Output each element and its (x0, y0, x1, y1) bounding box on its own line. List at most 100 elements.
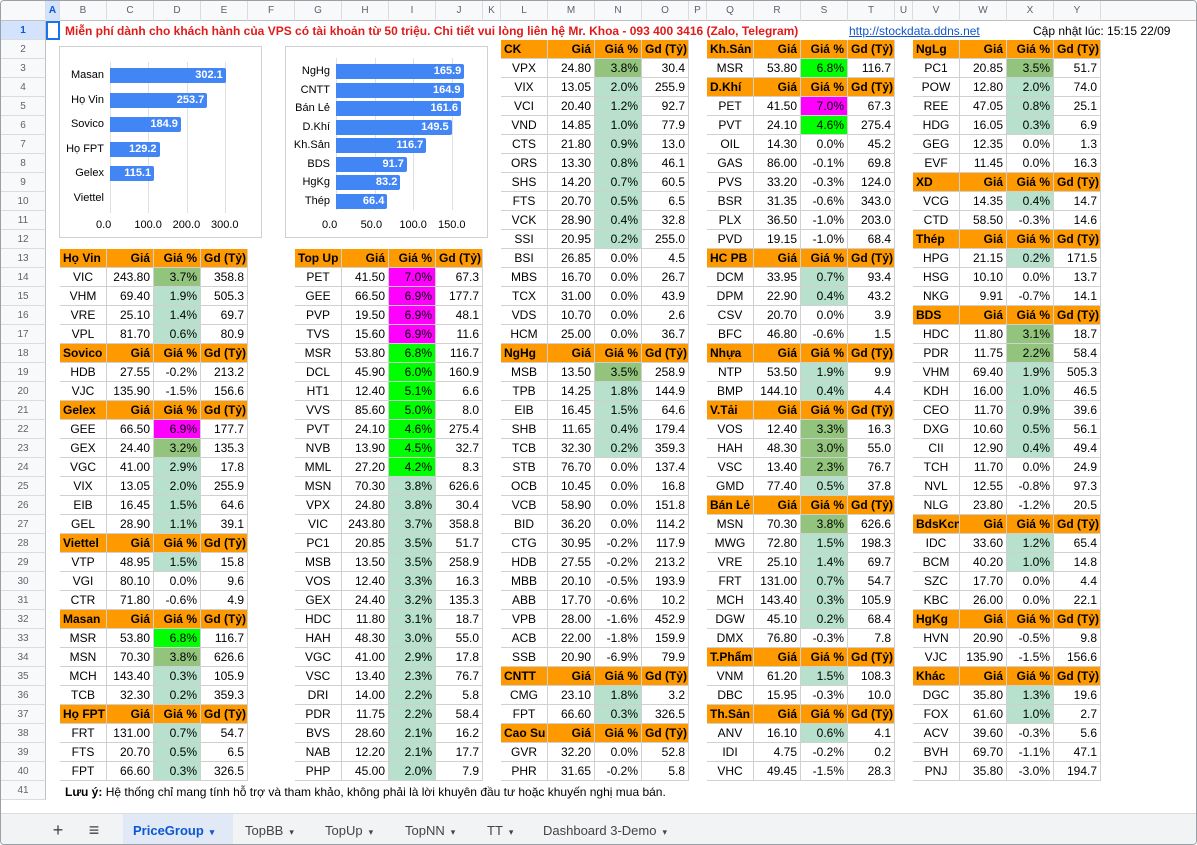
column-header-h[interactable]: H (342, 1, 389, 21)
volume-cell[interactable]: 69.8 (848, 154, 895, 173)
row-header-4[interactable]: 4 (1, 78, 46, 97)
price-cell[interactable]: 32.20 (548, 743, 595, 762)
change-cell[interactable]: -0.2% (595, 553, 642, 572)
change-cell[interactable]: 3.8% (154, 648, 201, 667)
ticker-cell[interactable]: DCM (707, 268, 754, 287)
price-cell[interactable]: 14.00 (342, 686, 389, 705)
row-header-27[interactable]: 27 (1, 515, 46, 534)
volume-cell[interactable]: 144.9 (642, 382, 689, 401)
volume-cell[interactable]: 10.0 (848, 686, 895, 705)
change-cell[interactable]: 2.2% (389, 705, 436, 724)
ticker-cell[interactable]: HT1 (295, 382, 342, 401)
volume-cell[interactable]: 105.9 (848, 591, 895, 610)
price-cell[interactable]: 71.80 (107, 591, 154, 610)
bar[interactable] (110, 117, 181, 132)
volume-cell[interactable]: 65.4 (1054, 534, 1101, 553)
volume-cell[interactable]: 97.3 (1054, 477, 1101, 496)
change-cell[interactable]: 0.3% (595, 705, 642, 724)
price-cell[interactable]: 20.90 (548, 648, 595, 667)
column-header-f[interactable]: F (248, 1, 295, 21)
ticker-cell[interactable]: NVB (295, 439, 342, 458)
price-cell[interactable]: 53.80 (107, 629, 154, 648)
price-cell[interactable]: 13.05 (107, 477, 154, 496)
price-cell[interactable]: 16.45 (548, 401, 595, 420)
change-cell[interactable]: -0.8% (1007, 477, 1054, 496)
volume-cell[interactable]: 626.6 (436, 477, 483, 496)
row-header-37[interactable]: 37 (1, 705, 46, 724)
selected-cell[interactable] (46, 21, 60, 40)
ticker-cell[interactable]: PHP (295, 762, 342, 781)
column-header-b[interactable]: B (60, 1, 107, 21)
column-header-u[interactable]: U (895, 1, 913, 21)
volume-cell[interactable]: 9.6 (201, 572, 248, 591)
price-cell[interactable]: 70.30 (342, 477, 389, 496)
change-cell[interactable]: -0.3% (801, 629, 848, 648)
ticker-cell[interactable]: VNM (707, 667, 754, 686)
ticker-cell[interactable]: CSV (707, 306, 754, 325)
price-cell[interactable]: 13.30 (548, 154, 595, 173)
bar[interactable] (336, 175, 401, 190)
price-cell[interactable]: 14.35 (960, 192, 1007, 211)
bar[interactable] (336, 101, 461, 116)
change-cell[interactable]: 0.5% (595, 192, 642, 211)
ticker-cell[interactable]: VHC (707, 762, 754, 781)
change-cell[interactable]: 3.1% (1007, 325, 1054, 344)
price-cell[interactable]: 14.25 (548, 382, 595, 401)
volume-cell[interactable]: 64.6 (201, 496, 248, 515)
price-cell[interactable]: 72.80 (754, 534, 801, 553)
ticker-cell[interactable]: HSG (913, 268, 960, 287)
price-cell[interactable]: 135.90 (960, 648, 1007, 667)
change-cell[interactable]: 4.2% (389, 458, 436, 477)
change-cell[interactable]: 0.2% (154, 686, 201, 705)
row-header-28[interactable]: 28 (1, 534, 46, 553)
volume-cell[interactable]: 80.9 (201, 325, 248, 344)
sheet-tab-pricegroup[interactable]: PriceGroup ▾ (123, 814, 233, 844)
price-cell[interactable]: 69.70 (960, 743, 1007, 762)
change-cell[interactable]: 3.0% (801, 439, 848, 458)
row-header-29[interactable]: 29 (1, 553, 46, 572)
column-header-i[interactable]: I (389, 1, 436, 21)
all-sheets-button[interactable]: ≡ (81, 814, 107, 844)
row-header-6[interactable]: 6 (1, 116, 46, 135)
change-cell[interactable]: 6.9% (389, 287, 436, 306)
ticker-cell[interactable]: SHB (501, 420, 548, 439)
row-header-9[interactable]: 9 (1, 173, 46, 192)
ticker-cell[interactable]: EIB (60, 496, 107, 515)
change-cell[interactable]: 6.9% (389, 325, 436, 344)
change-cell[interactable]: -1.0% (801, 211, 848, 230)
ticker-cell[interactable]: DCL (295, 363, 342, 382)
price-cell[interactable]: 15.95 (754, 686, 801, 705)
volume-cell[interactable]: 179.4 (642, 420, 689, 439)
volume-cell[interactable]: 255.0 (642, 230, 689, 249)
price-cell[interactable]: 66.50 (342, 287, 389, 306)
ticker-cell[interactable]: TPB (501, 382, 548, 401)
ticker-cell[interactable]: BSR (707, 192, 754, 211)
volume-cell[interactable]: 4.1 (848, 724, 895, 743)
price-cell[interactable]: 4.75 (754, 743, 801, 762)
volume-cell[interactable]: 16.8 (642, 477, 689, 496)
volume-cell[interactable]: 76.7 (436, 667, 483, 686)
ticker-cell[interactable]: IDI (707, 743, 754, 762)
ticker-cell[interactable]: VRE (707, 553, 754, 572)
ticker-cell[interactable]: VJC (60, 382, 107, 401)
row-header-1[interactable]: 1 (1, 21, 46, 40)
change-cell[interactable]: 2.9% (154, 458, 201, 477)
price-cell[interactable]: 24.10 (754, 116, 801, 135)
row-header-39[interactable]: 39 (1, 743, 46, 762)
volume-cell[interactable]: 51.7 (1054, 59, 1101, 78)
row-header-7[interactable]: 7 (1, 135, 46, 154)
row-header-17[interactable]: 17 (1, 325, 46, 344)
ticker-cell[interactable]: HCM (501, 325, 548, 344)
ticker-cell[interactable]: DXG (913, 420, 960, 439)
price-cell[interactable]: 11.75 (960, 344, 1007, 363)
column-header-d[interactable]: D (154, 1, 201, 21)
ticker-cell[interactable]: HPG (913, 249, 960, 268)
change-cell[interactable]: 3.5% (595, 363, 642, 382)
volume-cell[interactable]: 135.3 (201, 439, 248, 458)
add-sheet-button[interactable]: + (45, 814, 71, 844)
ticker-cell[interactable]: PC1 (913, 59, 960, 78)
volume-cell[interactable]: 3.2 (642, 686, 689, 705)
ticker-cell[interactable]: MCH (707, 591, 754, 610)
volume-cell[interactable]: 198.3 (848, 534, 895, 553)
change-cell[interactable]: 3.0% (389, 629, 436, 648)
